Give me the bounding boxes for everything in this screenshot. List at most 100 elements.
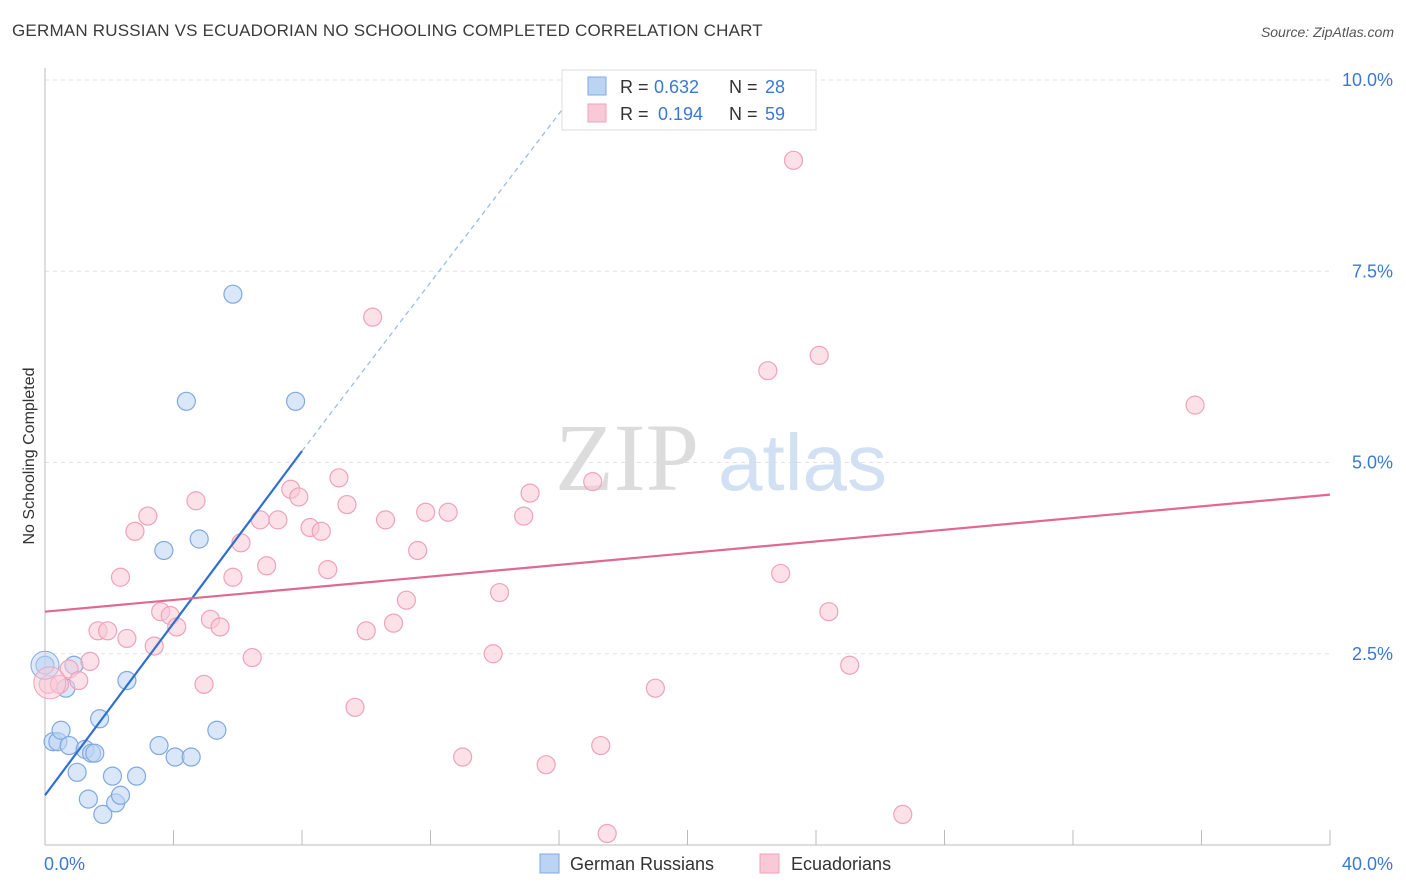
x-tick-label-1: 40.0% [1342, 854, 1393, 874]
point-ecuadorians-41 [453, 747, 473, 767]
point-german-russians-21 [165, 747, 185, 767]
y-tick-label-3: 10.0% [1342, 70, 1393, 90]
point-german-russians-5 [59, 735, 79, 756]
point-german-russians-13 [93, 804, 113, 825]
point-ecuadorians-49 [597, 823, 617, 844]
point-ecuadorians-28 [311, 521, 331, 541]
point-ecuadorians-46 [536, 755, 556, 775]
axes [44, 68, 1331, 846]
point-ecuadorians-45 [520, 483, 540, 503]
stats-n-value-german-russians: 28 [765, 77, 785, 97]
tick-labels: 2.5% 5.0% 7.5% 10.0% 0.0% 40.0% [44, 70, 1393, 874]
point-german-russians-16 [110, 785, 131, 805]
point-german-russians-14 [102, 766, 123, 786]
point-ecuadorians-56 [840, 655, 860, 675]
point-ecuadorians-3 [69, 670, 89, 691]
point-ecuadorians-16 [194, 674, 214, 694]
y-axis-label: No Schooling Completed [21, 368, 38, 545]
point-ecuadorians-18 [210, 617, 230, 637]
point-ecuadorians-19 [223, 567, 243, 587]
point-german-russians-17 [117, 670, 137, 691]
stats-swatch-german-russians [587, 76, 607, 96]
y-tick-label-2: 7.5% [1352, 261, 1393, 281]
stats-legend: R = 0.632 N = 28 R = 0.194 N = 59 [561, 69, 817, 131]
point-german-russians-27 [285, 391, 306, 411]
watermark-zip: ZIP [555, 404, 699, 511]
y-tick-label-1: 5.0% [1352, 453, 1393, 473]
stats-n-label-german-russians: N = [729, 77, 758, 97]
point-ecuadorians-31 [337, 494, 357, 515]
point-ecuadorians-15 [186, 491, 206, 511]
point-german-russians-11 [85, 743, 105, 763]
point-ecuadorians-42 [483, 644, 503, 664]
trend-extension-german-russians [301, 79, 586, 452]
point-ecuadorians-29 [318, 559, 338, 580]
point-ecuadorians-8 [117, 628, 137, 649]
point-ecuadorians-48 [591, 735, 611, 756]
point-ecuadorians-6 [98, 621, 118, 641]
point-german-russians-26 [223, 284, 243, 304]
point-ecuadorians-40 [438, 502, 458, 522]
point-ecuadorians-52 [771, 563, 791, 584]
legend-label-ecuadorians: Ecuadorians [791, 854, 891, 874]
point-ecuadorians-58 [1185, 395, 1205, 415]
point-ecuadorians-37 [396, 590, 417, 610]
point-german-russians-22 [176, 391, 196, 411]
stats-n-value-ecuadorians: 59 [765, 104, 785, 124]
point-ecuadorians-30 [329, 468, 349, 488]
point-ecuadorians-51 [758, 361, 778, 381]
point-ecuadorians-35 [375, 510, 396, 530]
point-ecuadorians-7 [110, 567, 131, 587]
point-ecuadorians-39 [416, 502, 436, 522]
point-ecuadorians-26 [289, 487, 309, 507]
point-german-russians-25 [207, 720, 227, 740]
legend-swatch-ecuadorians [759, 853, 780, 874]
point-german-russians-23 [181, 747, 201, 767]
x-tick-label-0: 0.0% [44, 854, 85, 874]
point-ecuadorians-43 [489, 582, 510, 603]
point-ecuadorians-57 [893, 804, 913, 825]
watermark-atlas: atlas [718, 418, 887, 507]
point-ecuadorians-38 [408, 540, 428, 561]
stats-r-label-german-russians: R = [620, 77, 649, 97]
point-ecuadorians-9 [125, 521, 145, 541]
point-german-russians-24 [189, 529, 209, 549]
legend-label-german-russians: German Russians [570, 854, 714, 874]
source-credit: Source: ZipAtlas.com [1260, 24, 1394, 40]
point-ecuadorians-34 [363, 307, 383, 327]
point-ecuadorians-10 [138, 506, 158, 526]
point-ecuadorians-53 [783, 150, 804, 170]
point-german-russians-20 [154, 540, 174, 561]
point-ecuadorians-47 [583, 472, 603, 492]
point-cluster-ecuadorians [33, 666, 67, 700]
point-german-russians-19 [149, 735, 169, 756]
data-points [30, 150, 1205, 844]
gridlines [45, 79, 1330, 655]
point-ecuadorians-21 [242, 647, 262, 668]
point-german-russians-7 [67, 762, 87, 782]
point-ecuadorians-50 [645, 678, 665, 698]
point-ecuadorians-4 [80, 651, 100, 672]
stats-n-label-ecuadorians: N = [729, 104, 758, 124]
legend-swatch-german-russians [539, 853, 560, 874]
trend-lines [44, 79, 1331, 796]
stats-r-label-ecuadorians: R = [620, 104, 649, 124]
trend-line-german-russians [44, 450, 303, 796]
point-german-russians-3 [51, 720, 71, 740]
stats-r-value-ecuadorians: 0.194 [658, 104, 703, 124]
point-ecuadorians-32 [345, 697, 365, 717]
trend-line-ecuadorians [44, 493, 1331, 613]
y-tick-label-0: 2.5% [1352, 644, 1393, 664]
point-ecuadorians-33 [356, 621, 376, 641]
stats-r-value-german-russians: 0.632 [654, 77, 699, 97]
point-ecuadorians-23 [257, 556, 277, 576]
stats-swatch-ecuadorians [587, 103, 607, 123]
point-ecuadorians-55 [819, 602, 839, 622]
point-german-russians-18 [126, 766, 147, 786]
series-legend: German Russians Ecuadorians [539, 853, 891, 874]
chart-title: GERMAN RUSSIAN VS ECUADORIAN NO SCHOOLIN… [12, 21, 763, 40]
point-ecuadorians-44 [514, 506, 534, 526]
point-ecuadorians-54 [809, 345, 829, 365]
point-ecuadorians-36 [383, 613, 404, 633]
